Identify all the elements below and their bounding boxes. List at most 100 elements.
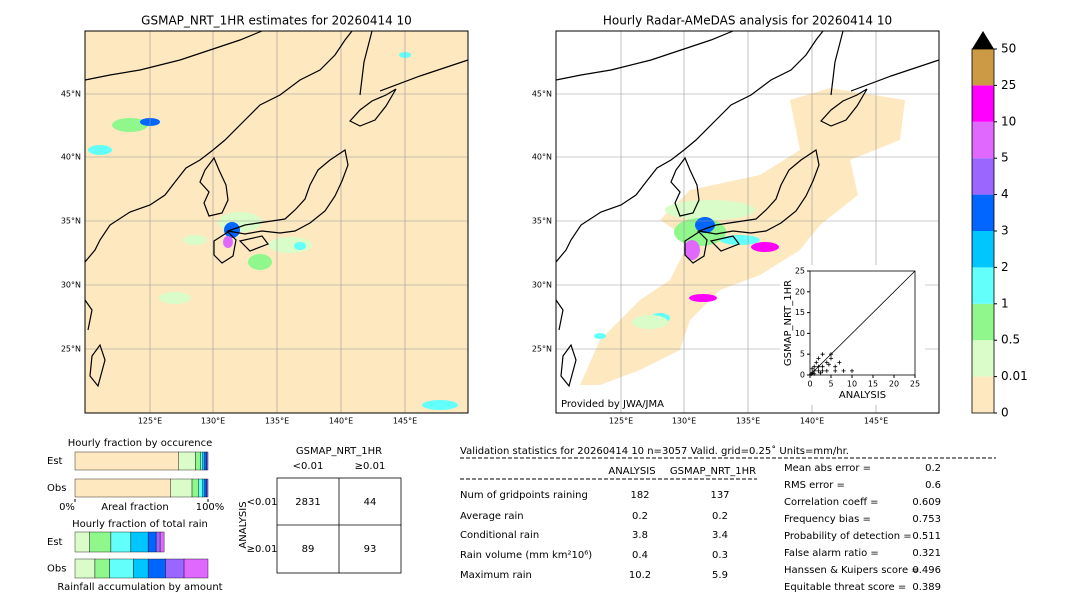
score-value: 0.389	[912, 582, 941, 593]
bar-segment	[74, 478, 171, 498]
stat-value: 182	[630, 490, 649, 501]
bar-segment	[195, 451, 201, 471]
precip-area	[720, 235, 760, 245]
category-label: Obs	[47, 564, 66, 575]
lon-label: 130°E	[672, 417, 696, 426]
lat-label: 30°N	[61, 281, 81, 290]
scatter-point	[814, 360, 819, 365]
bar-segment	[130, 531, 149, 553]
score-value: 0.753	[912, 514, 941, 525]
x-tick-label: 20	[889, 380, 899, 389]
scatter-point	[816, 364, 821, 369]
stat-value: 3.4	[712, 530, 728, 541]
score-value: 0.6	[925, 480, 941, 491]
row-label: ≥0.01	[247, 544, 278, 555]
bar-segment	[204, 478, 207, 498]
lat-label: 25°N	[532, 345, 552, 354]
precip-area	[88, 145, 112, 155]
bar-segment	[74, 531, 90, 553]
lat-label: 35°N	[61, 217, 81, 226]
column-header: ANALYSIS	[608, 466, 655, 477]
score-label: Mean abs error =	[784, 463, 871, 474]
scatter-point	[833, 368, 838, 373]
x-tick-label: 10	[847, 380, 857, 389]
score-label: Correlation coeff =	[784, 497, 879, 508]
validation-header: Validation statistics for 20260414 10 n=…	[460, 445, 849, 457]
scatter-point	[837, 360, 842, 365]
x-tick-label: 15	[868, 380, 878, 389]
bar-segment	[170, 478, 193, 498]
precip-area	[684, 240, 700, 260]
bar-segment	[198, 478, 203, 498]
coastline	[670, 156, 700, 217]
lon-label: 145°E	[864, 417, 888, 426]
map-title: GSMAP_NRT_1HR estimates for 20260414 10	[141, 14, 412, 28]
colorbar-label: 2	[1001, 260, 1009, 274]
stat-value: 0.2	[712, 511, 728, 522]
scatter-point	[820, 368, 825, 373]
coastline	[84, 299, 93, 331]
coastline	[359, 30, 373, 96]
lat-label: 40°N	[532, 153, 552, 162]
precip-area	[594, 333, 606, 339]
bar-segment	[178, 451, 196, 471]
colorbar-swatch	[972, 194, 994, 231]
coastline	[555, 30, 824, 263]
stat-value: 3.8	[632, 530, 648, 541]
score-label: Frequency bias =	[784, 514, 871, 525]
coastline	[349, 88, 397, 127]
bar-segment	[110, 531, 132, 553]
lon-label: 140°E	[800, 417, 824, 426]
x-tick-label: 25	[910, 380, 920, 389]
table-cell: 93	[364, 544, 377, 555]
lon-label: 135°E	[265, 417, 289, 426]
scatter-point	[818, 370, 823, 375]
lon-label: 130°E	[201, 417, 225, 426]
lat-label: 40°N	[61, 153, 81, 162]
scatter-point	[824, 360, 829, 365]
bar-segment	[147, 558, 166, 579]
stat-label: Rain volume (mm km²10⁶)	[460, 550, 592, 561]
bar-segment	[204, 451, 207, 471]
x-tick-label: 0	[807, 380, 812, 389]
precip-area	[665, 200, 755, 220]
x-tick-label: 5	[828, 380, 833, 389]
lon-label: 145°E	[393, 417, 417, 426]
bar-segment	[183, 558, 209, 579]
coastline	[850, 59, 940, 92]
table-cell: 44	[364, 497, 377, 508]
precip-area	[422, 400, 458, 410]
bar-segment	[206, 451, 209, 471]
coastline	[225, 149, 349, 235]
scatter-point	[812, 368, 817, 373]
coastline	[820, 88, 868, 127]
colorbar-swatch	[972, 49, 994, 86]
coastline	[379, 59, 469, 92]
bar-segment	[109, 558, 134, 579]
bar-segment	[155, 531, 161, 553]
lat-label: 25°N	[61, 345, 81, 354]
bar-segment	[165, 558, 185, 579]
colorbar-label: 3	[1001, 224, 1009, 238]
stat-value: 0.3	[712, 550, 728, 561]
colorbar-label: 25	[1001, 78, 1016, 92]
colorbar-swatch	[972, 267, 994, 304]
x-tick-label: 100%	[196, 502, 225, 513]
map	[84, 30, 469, 414]
lon-label: 135°E	[736, 417, 760, 426]
scatter-point	[812, 364, 817, 369]
table-cell: 2831	[295, 497, 320, 508]
colorbar-swatch	[972, 340, 994, 377]
precip-area	[183, 235, 207, 245]
lon-label: 125°E	[609, 417, 633, 426]
category-label: Est	[47, 537, 63, 548]
x-axis-label: ANALYSIS	[839, 390, 886, 401]
scatter-point	[820, 364, 825, 369]
coastline	[555, 30, 734, 81]
bar-segment	[89, 531, 112, 553]
table-cell: 89	[302, 544, 315, 555]
precip-area	[294, 242, 306, 250]
scatter-point	[810, 366, 815, 371]
score-value: 0.496	[912, 565, 941, 576]
